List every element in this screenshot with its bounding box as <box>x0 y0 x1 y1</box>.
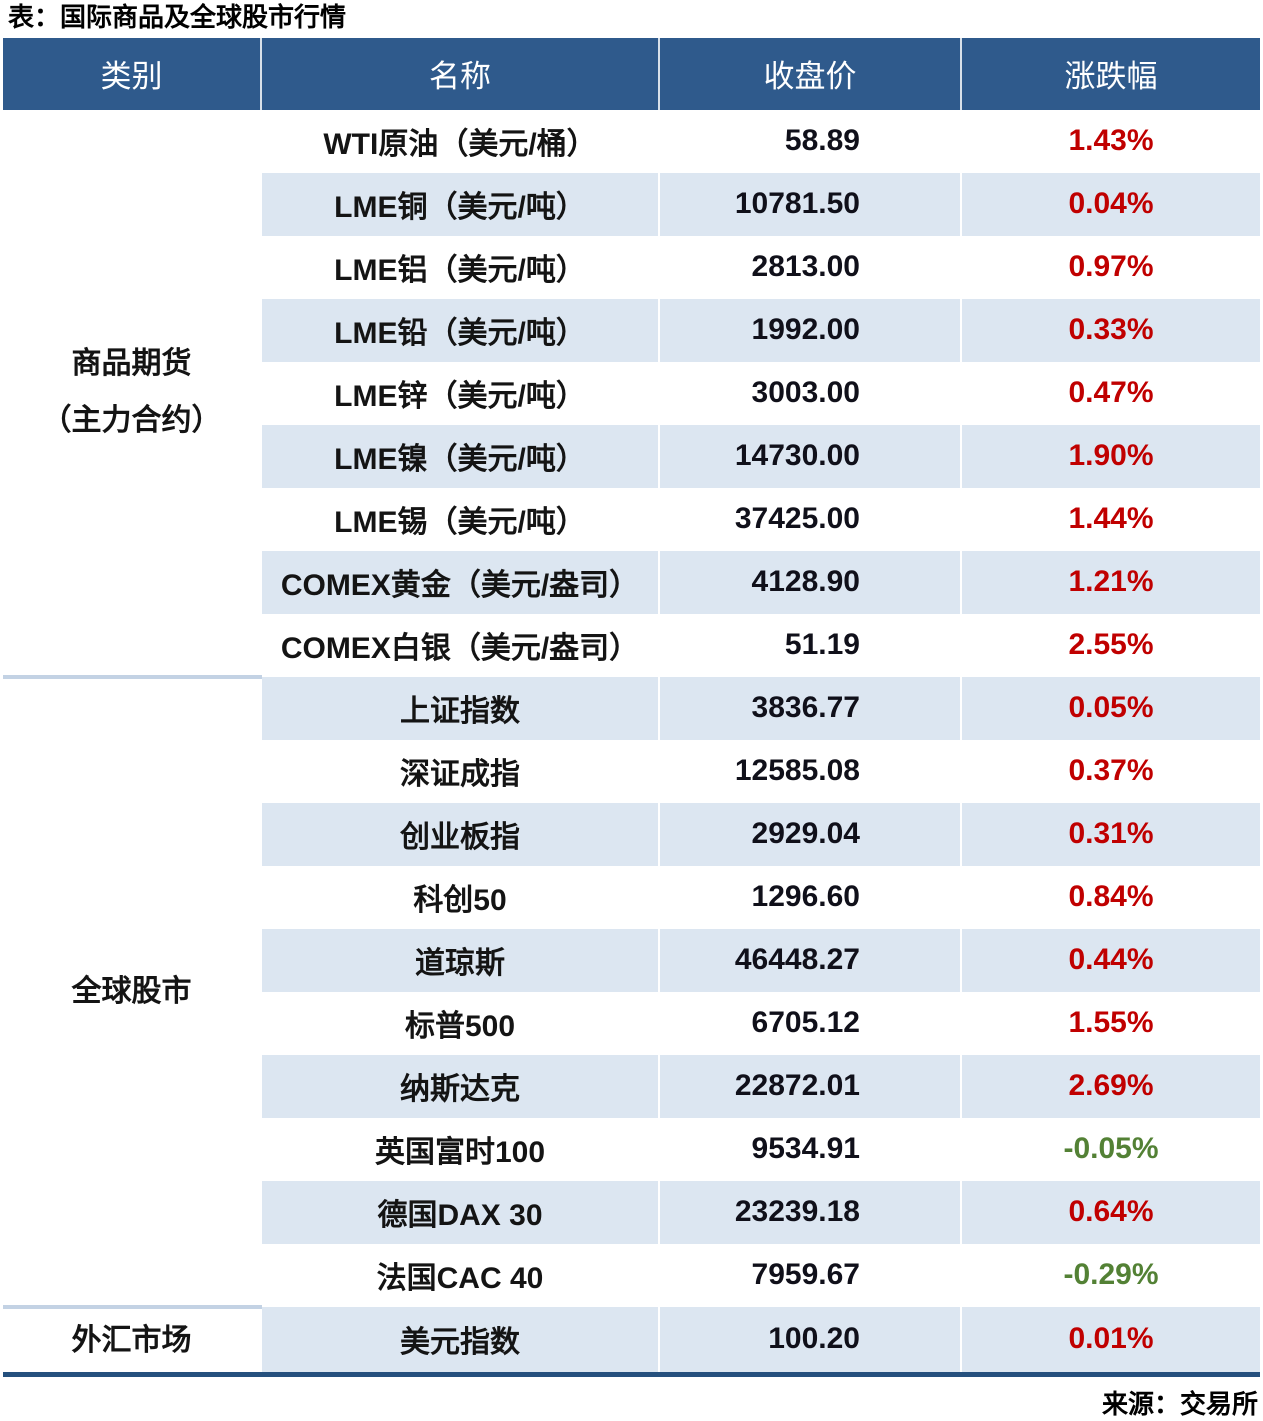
close-price-cell: 46448.27 <box>658 928 961 992</box>
change-cell: 2.69% <box>960 1054 1260 1118</box>
close-price-cell: 6705.12 <box>658 991 961 1055</box>
column-header-close-price: 收盘价 <box>658 37 961 110</box>
name-cell: 纳斯达克 <box>260 1054 659 1118</box>
table-row: 深证成指 12585.08 0.37% <box>3 739 1260 803</box>
table-row: 德国DAX 30 23239.18 0.64% <box>3 1180 1260 1244</box>
table-body: 商品期货 （主力合约） WTI原油（美元/桶） 58.89 1.43% LME铜（美元/吨… <box>3 109 1260 1377</box>
table-header: 类别 名称 收盘价 涨跌幅 <box>3 37 1260 110</box>
close-price-cell: 23239.18 <box>658 1180 961 1244</box>
close-price-cell: 14730.00 <box>658 424 961 488</box>
change-cell: 0.47% <box>960 361 1260 425</box>
quotes-table: 类别 名称 收盘价 涨跌幅 商品期货 （主力合约） WTI原油（美元/桶） 58.89… <box>3 37 1260 1377</box>
source-label: 来源：交易所 <box>1101 1388 1258 1419</box>
change-cell: 0.05% <box>960 676 1260 740</box>
header-row: 类别 名称 收盘价 涨跌幅 <box>3 37 1260 110</box>
table-row: LME镍（美元/吨） 14730.00 1.90% <box>3 424 1260 488</box>
table-row: 纳斯达克 22872.01 2.69% <box>3 1054 1260 1118</box>
close-price-cell: 58.89 <box>658 109 961 173</box>
column-header-name: 名称 <box>260 37 659 110</box>
table-row: 创业板指 2929.04 0.31% <box>3 802 1260 866</box>
table-row: 科创50 1296.60 0.84% <box>3 865 1260 929</box>
category-label-line: 全球股市 <box>71 975 192 1009</box>
close-price-cell: 37425.00 <box>658 487 961 551</box>
name-cell: 深证成指 <box>260 739 659 803</box>
change-cell: 1.44% <box>960 487 1260 551</box>
change-cell: -0.05% <box>960 1117 1260 1181</box>
page-title: 表：国际商品及全球股市行情 <box>8 2 347 32</box>
close-price-cell: 51.19 <box>658 613 961 677</box>
category-cell: 外汇市场 <box>3 1304 261 1377</box>
change-cell: 0.01% <box>960 1306 1260 1377</box>
name-cell: 英国富时100 <box>260 1117 659 1181</box>
change-cell: 0.64% <box>960 1180 1260 1244</box>
change-cell: 2.55% <box>960 613 1260 677</box>
category-label-line: 外汇市场 <box>71 1323 192 1357</box>
category-cell: 全球股市 <box>3 674 261 1307</box>
name-cell: COMEX白银（美元/盎司） <box>260 613 659 677</box>
table-row: LME铜（美元/吨） 10781.50 0.04% <box>3 172 1260 236</box>
change-cell: 0.37% <box>960 739 1260 803</box>
name-cell: 法国CAC 40 <box>260 1243 659 1307</box>
change-cell: 0.97% <box>960 235 1260 299</box>
change-cell: 1.21% <box>960 550 1260 614</box>
close-price-cell: 1296.60 <box>658 865 961 929</box>
name-cell: 标普500 <box>260 991 659 1055</box>
name-cell: 美元指数 <box>260 1306 659 1377</box>
table-row: 商品期货 （主力合约） WTI原油（美元/桶） 58.89 1.43% <box>3 109 1260 677</box>
change-cell: -0.29% <box>960 1243 1260 1307</box>
change-cell: 0.84% <box>960 865 1260 929</box>
name-cell: LME锡（美元/吨） <box>260 487 659 551</box>
table-row: 外汇市场 美元指数 100.20 0.01% <box>3 1304 1260 1377</box>
table-row: 道琼斯 46448.27 0.44% <box>3 928 1260 992</box>
change-cell: 0.31% <box>960 802 1260 866</box>
table-row: 法国CAC 40 7959.67 -0.29% <box>3 1243 1260 1307</box>
close-price-cell: 2929.04 <box>658 802 961 866</box>
name-cell: 德国DAX 30 <box>260 1180 659 1244</box>
name-cell: 创业板指 <box>260 802 659 866</box>
close-price-cell: 22872.01 <box>658 1054 961 1118</box>
close-price-cell: 10781.50 <box>658 172 961 236</box>
table-row: LME铅（美元/吨） 1992.00 0.33% <box>3 298 1260 362</box>
name-cell: COMEX黄金（美元/盎司） <box>260 550 659 614</box>
close-price-cell: 3836.77 <box>658 676 961 740</box>
table-row: LME铝（美元/吨） 2813.00 0.97% <box>3 235 1260 299</box>
name-cell: LME镍（美元/吨） <box>260 424 659 488</box>
close-price-cell: 100.20 <box>658 1306 961 1377</box>
table-row: COMEX黄金（美元/盎司） 4128.90 1.21% <box>3 550 1260 614</box>
column-header-change: 涨跌幅 <box>960 37 1260 110</box>
name-cell: WTI原油（美元/桶） <box>260 109 659 173</box>
close-price-cell: 2813.00 <box>658 235 961 299</box>
table-row: 英国富时100 9534.91 -0.05% <box>3 1117 1260 1181</box>
category-label-line: （主力合约） <box>41 404 222 438</box>
close-price-cell: 12585.08 <box>658 739 961 803</box>
name-cell: LME铜（美元/吨） <box>260 172 659 236</box>
name-cell: 道琼斯 <box>260 928 659 992</box>
name-cell: LME铅（美元/吨） <box>260 298 659 362</box>
name-cell: 上证指数 <box>260 676 659 740</box>
change-cell: 1.43% <box>960 109 1260 173</box>
change-cell: 0.44% <box>960 928 1260 992</box>
category-cell: 商品期货 （主力合约） <box>3 109 261 677</box>
name-cell: LME铝（美元/吨） <box>260 235 659 299</box>
change-cell: 1.55% <box>960 991 1260 1055</box>
change-cell: 1.90% <box>960 424 1260 488</box>
column-header-category: 类别 <box>3 37 261 110</box>
close-price-cell: 4128.90 <box>658 550 961 614</box>
close-price-cell: 1992.00 <box>658 298 961 362</box>
close-price-cell: 3003.00 <box>658 361 961 425</box>
table-row: 全球股市 上证指数 3836.77 0.05% <box>3 674 1260 1307</box>
category-label-line: 商品期货 <box>71 347 192 381</box>
table-row: 标普500 6705.12 1.55% <box>3 991 1260 1055</box>
change-cell: 0.04% <box>960 172 1260 236</box>
change-cell: 0.33% <box>960 298 1260 362</box>
name-cell: LME锌（美元/吨） <box>260 361 659 425</box>
table-row: COMEX白银（美元/盎司） 51.19 2.55% <box>3 613 1260 677</box>
table-row: LME锡（美元/吨） 37425.00 1.44% <box>3 487 1260 551</box>
table-row: LME锌（美元/吨） 3003.00 0.47% <box>3 361 1260 425</box>
name-cell: 科创50 <box>260 865 659 929</box>
close-price-cell: 9534.91 <box>658 1117 961 1181</box>
close-price-cell: 7959.67 <box>658 1243 961 1307</box>
